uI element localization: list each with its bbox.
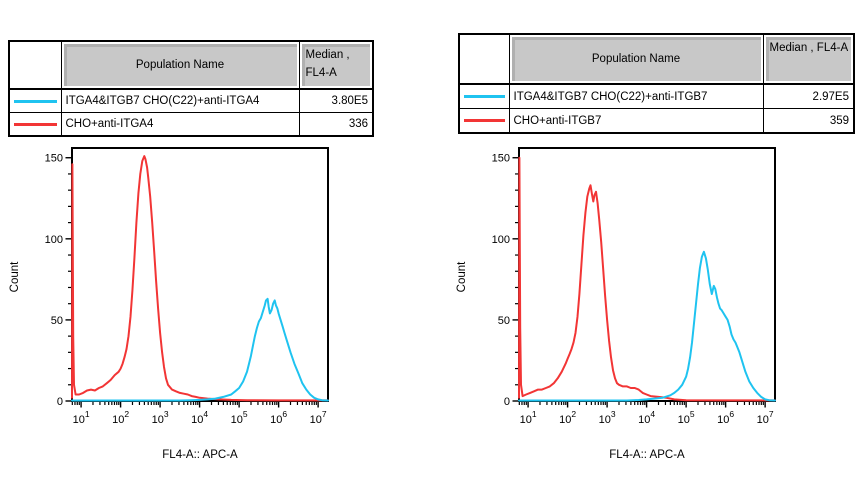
table-row: CHO+anti-ITGB7 359: [458, 108, 855, 134]
series-color-swatch: [464, 95, 505, 98]
x-axis-title: FL4-A:: APC-A: [162, 449, 238, 461]
svg-text:0: 0: [504, 396, 510, 408]
population-name: ITGA4&ITGB7 CHO(C22)+anti-ITGA4: [60, 88, 300, 113]
svg-text:104: 104: [191, 409, 208, 426]
population-name-header: Population Name: [508, 33, 764, 85]
series-color-cell: [458, 83, 510, 109]
svg-text:107: 107: [757, 409, 774, 426]
series-color-swatch: [464, 119, 505, 122]
y-axis-title: Count: [9, 261, 21, 292]
svg-text:101: 101: [520, 409, 537, 426]
svg-text:106: 106: [717, 409, 734, 426]
population-name: CHO+anti-ITGB7: [508, 108, 764, 134]
svg-text:50: 50: [498, 315, 510, 327]
svg-text:103: 103: [599, 409, 616, 426]
population-name-header: Population Name: [60, 40, 300, 90]
svg-text:150: 150: [492, 153, 510, 165]
svg-text:0: 0: [57, 396, 63, 408]
population-name: CHO+anti-ITGA4: [60, 112, 300, 137]
svg-text:150: 150: [45, 153, 63, 165]
median-value: 336: [298, 112, 374, 137]
svg-text:104: 104: [638, 409, 655, 426]
svg-text:107: 107: [310, 409, 327, 426]
y-axis-title: Count: [456, 261, 468, 292]
median-value: 359: [762, 108, 855, 134]
table-row: ITGA4&ITGB7 CHO(C22)+anti-ITGA4 3.80E5: [8, 88, 374, 113]
svg-text:106: 106: [270, 409, 287, 426]
svg-text:100: 100: [492, 234, 510, 246]
svg-text:105: 105: [231, 409, 248, 426]
series-color-swatch: [14, 122, 57, 126]
series-color-cell: [8, 88, 62, 113]
svg-text:50: 50: [51, 315, 63, 327]
median-value: 2.97E5: [762, 83, 855, 109]
svg-text:102: 102: [559, 409, 576, 426]
median-value: 3.80E5: [298, 88, 374, 113]
series-color-cell: [458, 108, 510, 134]
median-header: Median , FL4-A: [298, 40, 374, 90]
legend-table-left: Population Name Median , FL4-A ITGA4&ITG…: [8, 40, 374, 137]
legend-table-right: Population Name Median , FL4-A ITGA4&ITG…: [458, 33, 855, 134]
table-row: ITGA4&ITGB7 CHO(C22)+anti-ITGB7 2.97E5: [458, 83, 855, 109]
svg-text:103: 103: [152, 409, 169, 426]
legend-swatch-header: [8, 40, 62, 90]
svg-text:102: 102: [112, 409, 129, 426]
x-axis-title: FL4-A:: APC-A: [609, 449, 685, 461]
table-row: CHO+anti-ITGA4 336: [8, 112, 374, 137]
median-header: Median , FL4-A: [762, 33, 855, 85]
series-color-swatch: [14, 99, 57, 103]
svg-text:100: 100: [45, 234, 63, 246]
svg-text:105: 105: [678, 409, 695, 426]
svg-text:101: 101: [73, 409, 90, 426]
series-color-cell: [8, 112, 62, 137]
legend-swatch-header: [458, 33, 510, 85]
population-name: ITGA4&ITGB7 CHO(C22)+anti-ITGB7: [508, 83, 764, 109]
